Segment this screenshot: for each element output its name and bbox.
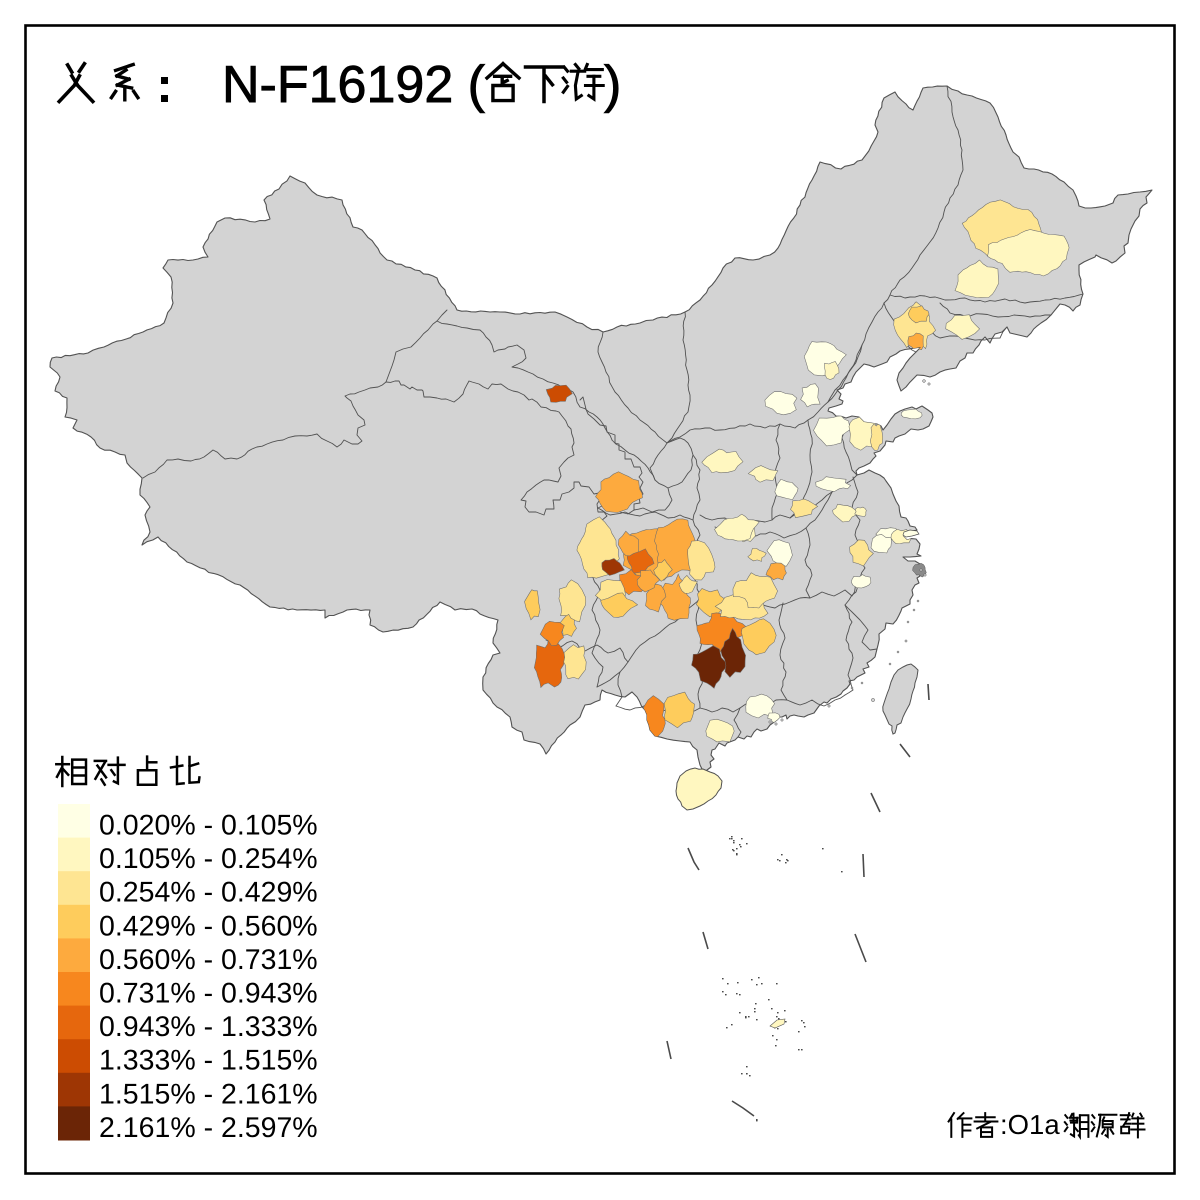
- svg-text:0.429% - 0.560%: 0.429% - 0.560%: [99, 910, 318, 942]
- svg-text:): ): [604, 56, 621, 114]
- svg-text:0.560% - 0.731%: 0.560% - 0.731%: [99, 944, 318, 976]
- svg-text:0.254% - 0.429%: 0.254% - 0.429%: [99, 877, 318, 909]
- svg-text:1.515% - 2.161%: 1.515% - 2.161%: [99, 1078, 318, 1110]
- svg-text:2.161% - 2.597%: 2.161% - 2.597%: [99, 1112, 318, 1144]
- svg-text:0.731% - 0.943%: 0.731% - 0.943%: [99, 978, 318, 1010]
- svg-text::O1a: :O1a: [1000, 1109, 1060, 1140]
- svg-text:1.333% - 1.515%: 1.333% - 1.515%: [99, 1045, 318, 1077]
- svg-text:0.105% - 0.254%: 0.105% - 0.254%: [99, 843, 318, 875]
- svg-text:0.020% - 0.105%: 0.020% - 0.105%: [99, 810, 318, 842]
- svg-text:0.943% - 1.333%: 0.943% - 1.333%: [99, 1011, 318, 1043]
- svg-text:N-F16192 (: N-F16192 (: [222, 56, 486, 114]
